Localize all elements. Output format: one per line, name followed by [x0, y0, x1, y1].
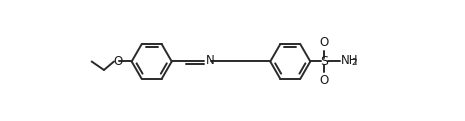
Text: O: O [113, 55, 122, 68]
Text: 2: 2 [352, 58, 357, 67]
Text: S: S [320, 55, 328, 68]
Text: O: O [319, 74, 329, 87]
Text: N: N [206, 54, 214, 67]
Text: O: O [319, 36, 329, 49]
Text: NH: NH [341, 54, 359, 67]
